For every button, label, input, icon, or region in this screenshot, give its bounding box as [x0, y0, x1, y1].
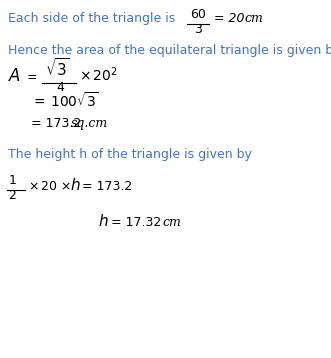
Text: 1: 1: [8, 174, 16, 187]
Text: $h$: $h$: [70, 178, 81, 193]
Text: = 20: = 20: [214, 12, 245, 25]
Text: 3: 3: [194, 23, 202, 36]
Text: = 17.32: = 17.32: [111, 216, 161, 228]
Text: cm: cm: [162, 216, 181, 228]
Text: = 173.2: = 173.2: [82, 180, 132, 193]
Text: Each side of the triangle is: Each side of the triangle is: [8, 12, 175, 25]
Text: Hence the area of the equilateral triangle is given by: Hence the area of the equilateral triang…: [8, 44, 331, 57]
Text: $\mathit{A}$: $\mathit{A}$: [8, 67, 22, 84]
Text: The height h of the triangle is given by: The height h of the triangle is given by: [8, 147, 252, 160]
Text: 60: 60: [190, 8, 206, 21]
Text: 2: 2: [8, 189, 16, 202]
Text: $\times\,20\,\times$: $\times\,20\,\times$: [28, 180, 72, 193]
Text: $\times\,20^{2}$: $\times\,20^{2}$: [79, 65, 118, 83]
Text: cm: cm: [245, 12, 264, 25]
Text: $h$: $h$: [98, 213, 108, 228]
Text: sq.cm: sq.cm: [71, 117, 109, 130]
Text: $=\,100\sqrt{3}$: $=\,100\sqrt{3}$: [31, 92, 99, 110]
Text: =: =: [26, 71, 37, 83]
Text: $\sqrt{3}$: $\sqrt{3}$: [45, 57, 70, 79]
Text: 4: 4: [56, 81, 64, 94]
Text: = 173.2: = 173.2: [31, 117, 86, 130]
